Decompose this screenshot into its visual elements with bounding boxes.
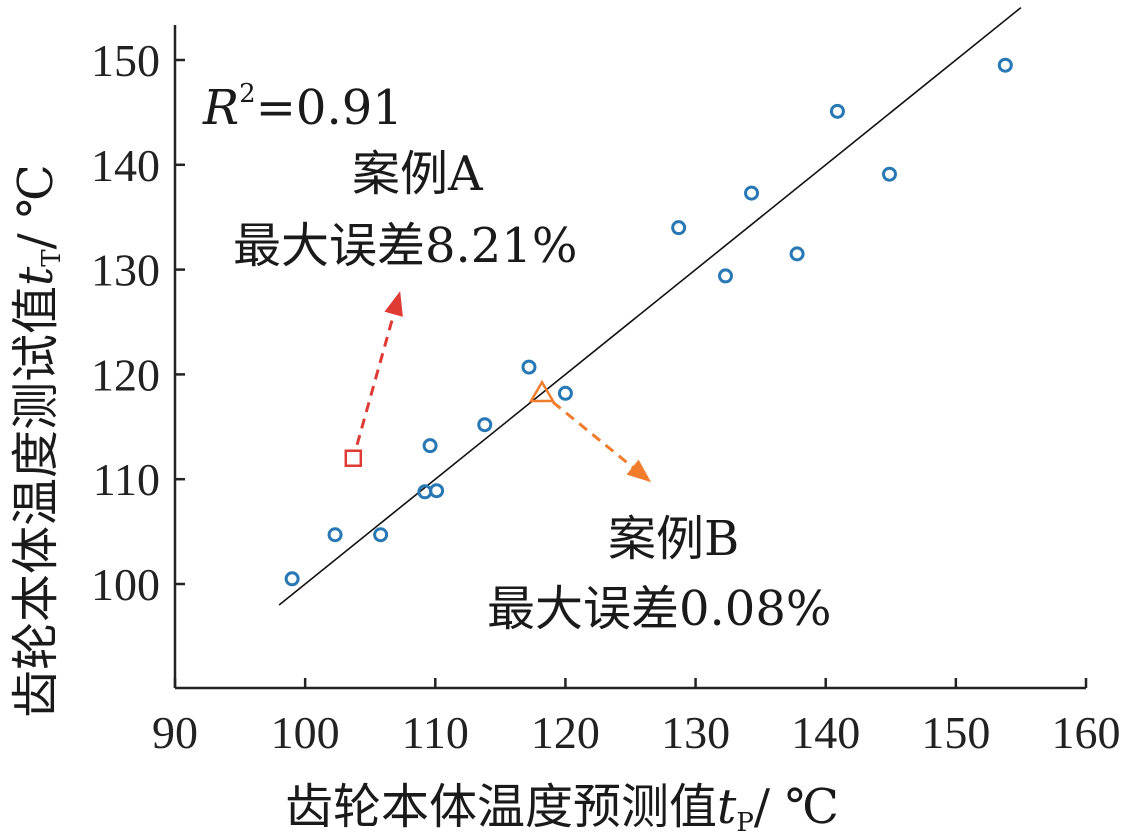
x-tick-label: 130 — [661, 707, 730, 758]
x-tick-label: 100 — [271, 707, 340, 758]
x-ticks: 90 100 110 120 130 140 150 160 — [152, 678, 1121, 758]
data-point — [422, 438, 438, 454]
data-point — [327, 527, 343, 543]
case-a-marker — [344, 449, 363, 467]
x-tick-label: 110 — [402, 707, 469, 758]
data-points — [284, 57, 1013, 587]
x-axis-title: 齿轮本体温度预测值tP/ ℃ — [285, 779, 839, 835]
data-point — [557, 385, 573, 401]
case-b-marker — [528, 379, 556, 403]
data-point — [789, 246, 805, 262]
x-tick-label: 90 — [152, 707, 198, 758]
y-tick-label: 100 — [91, 559, 160, 610]
data-point — [671, 220, 687, 236]
data-point — [373, 527, 389, 543]
fit-line-group — [278, 6, 1022, 606]
y-tick-label: 110 — [93, 454, 160, 505]
data-point — [881, 166, 897, 182]
case-b-title: 案例B — [608, 511, 739, 567]
fit-line — [278, 6, 1022, 606]
data-point — [718, 268, 734, 284]
x-tick-label: 120 — [531, 707, 600, 758]
y-tick-label: 120 — [91, 349, 160, 400]
data-point — [284, 571, 300, 587]
data-point — [997, 57, 1013, 73]
case-annotations — [344, 291, 652, 483]
case-arrow — [355, 291, 403, 446]
case-a-title: 案例A — [352, 146, 484, 202]
axes — [173, 25, 1086, 690]
data-point — [521, 359, 537, 375]
case-arrow — [551, 400, 652, 483]
data-point — [429, 483, 445, 499]
r2-label: R2=0.91 — [202, 79, 403, 136]
y-tick-label: 150 — [91, 35, 160, 86]
data-point — [744, 185, 760, 201]
case-a-error: 最大误差8.21% — [233, 218, 578, 274]
x-tick-label: 150 — [921, 707, 990, 758]
x-tick-label: 140 — [791, 707, 860, 758]
data-point — [477, 417, 493, 433]
y-tick-label: 130 — [91, 245, 160, 296]
y-ticks: 100 110 120 130 140 150 — [91, 35, 185, 610]
y-tick-label: 140 — [91, 140, 160, 191]
y-axis-title: 齿轮本体温度测试值tT/ ℃ — [8, 164, 67, 718]
data-point — [829, 103, 845, 119]
x-tick-label: 160 — [1052, 707, 1121, 758]
case-b-error: 最大误差0.08% — [487, 581, 832, 637]
